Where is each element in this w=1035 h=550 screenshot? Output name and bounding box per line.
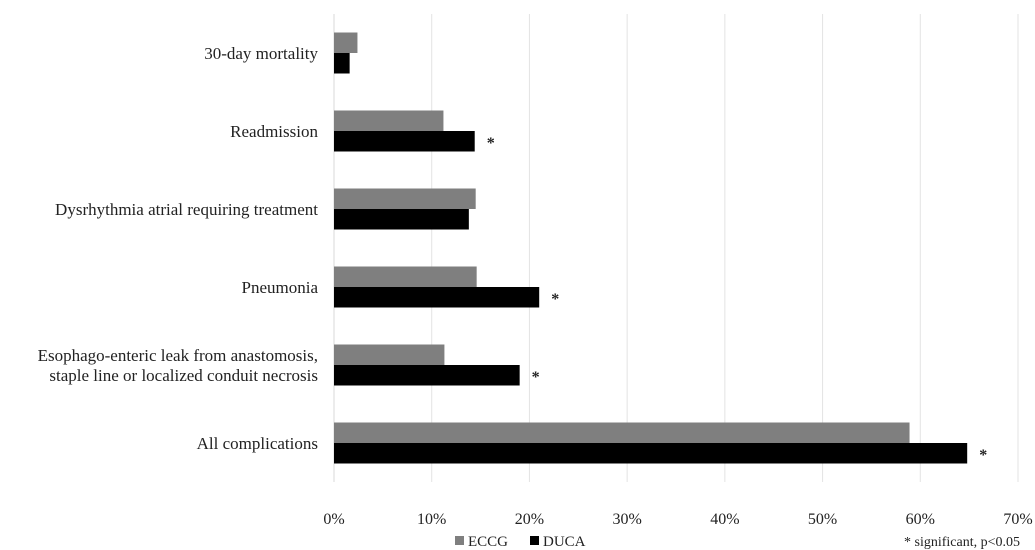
significance-marker: *: [487, 135, 495, 152]
legend-label-duca: DUCA: [543, 534, 586, 550]
category-label: Dysrhythmia atrial requiring treatment: [55, 200, 318, 219]
category-label: 30-day mortality: [204, 44, 318, 63]
bar-duca: [334, 365, 520, 386]
x-tick-label: 70%: [1003, 511, 1032, 528]
bar-duca: [334, 53, 350, 74]
significance-marker: *: [979, 447, 987, 464]
x-tick-label: 30%: [612, 511, 641, 528]
x-tick-label: 60%: [906, 511, 935, 528]
bar-eccg: [334, 344, 445, 365]
x-axis-ticks: 0% 10% 20% 30% 40% 50% 60% 70%: [323, 511, 1032, 528]
gridlines: [431, 14, 1019, 482]
category-labels: 30-day mortality Readmission Dysrhythmia a…: [38, 44, 319, 453]
legend: ECCG DUCA: [455, 534, 586, 550]
x-tick-label: 20%: [515, 511, 544, 528]
bar-duca: [334, 443, 968, 464]
bar-eccg: [334, 266, 477, 287]
bar-eccg: [334, 32, 358, 53]
significance-marker: *: [551, 291, 559, 308]
bars: * * * *: [334, 32, 987, 464]
bar-eccg: [334, 110, 444, 131]
bar-duca: [334, 209, 469, 230]
x-tick-label: 10%: [417, 511, 446, 528]
category-label: All complications: [197, 434, 318, 453]
legend-label-eccg: ECCG: [468, 534, 508, 550]
bar-duca: [334, 131, 475, 152]
x-tick-label: 50%: [808, 511, 837, 528]
category-label: Pneumonia: [242, 278, 319, 297]
significance-footnote: * significant, p<0.05: [904, 535, 1020, 550]
category-label: staple line or localized conduit necrosi…: [49, 366, 318, 385]
bar-eccg: [334, 188, 476, 209]
bar-eccg: [334, 422, 910, 443]
bar-duca: [334, 287, 540, 308]
legend-swatch-eccg: [455, 536, 464, 545]
legend-swatch-duca: [530, 536, 539, 545]
x-tick-label: 40%: [710, 511, 739, 528]
category-label: Esophago-enteric leak from anastomosis,: [38, 346, 318, 365]
x-tick-label: 0%: [323, 511, 344, 528]
significance-marker: *: [532, 369, 540, 386]
category-label: Readmission: [230, 122, 318, 141]
